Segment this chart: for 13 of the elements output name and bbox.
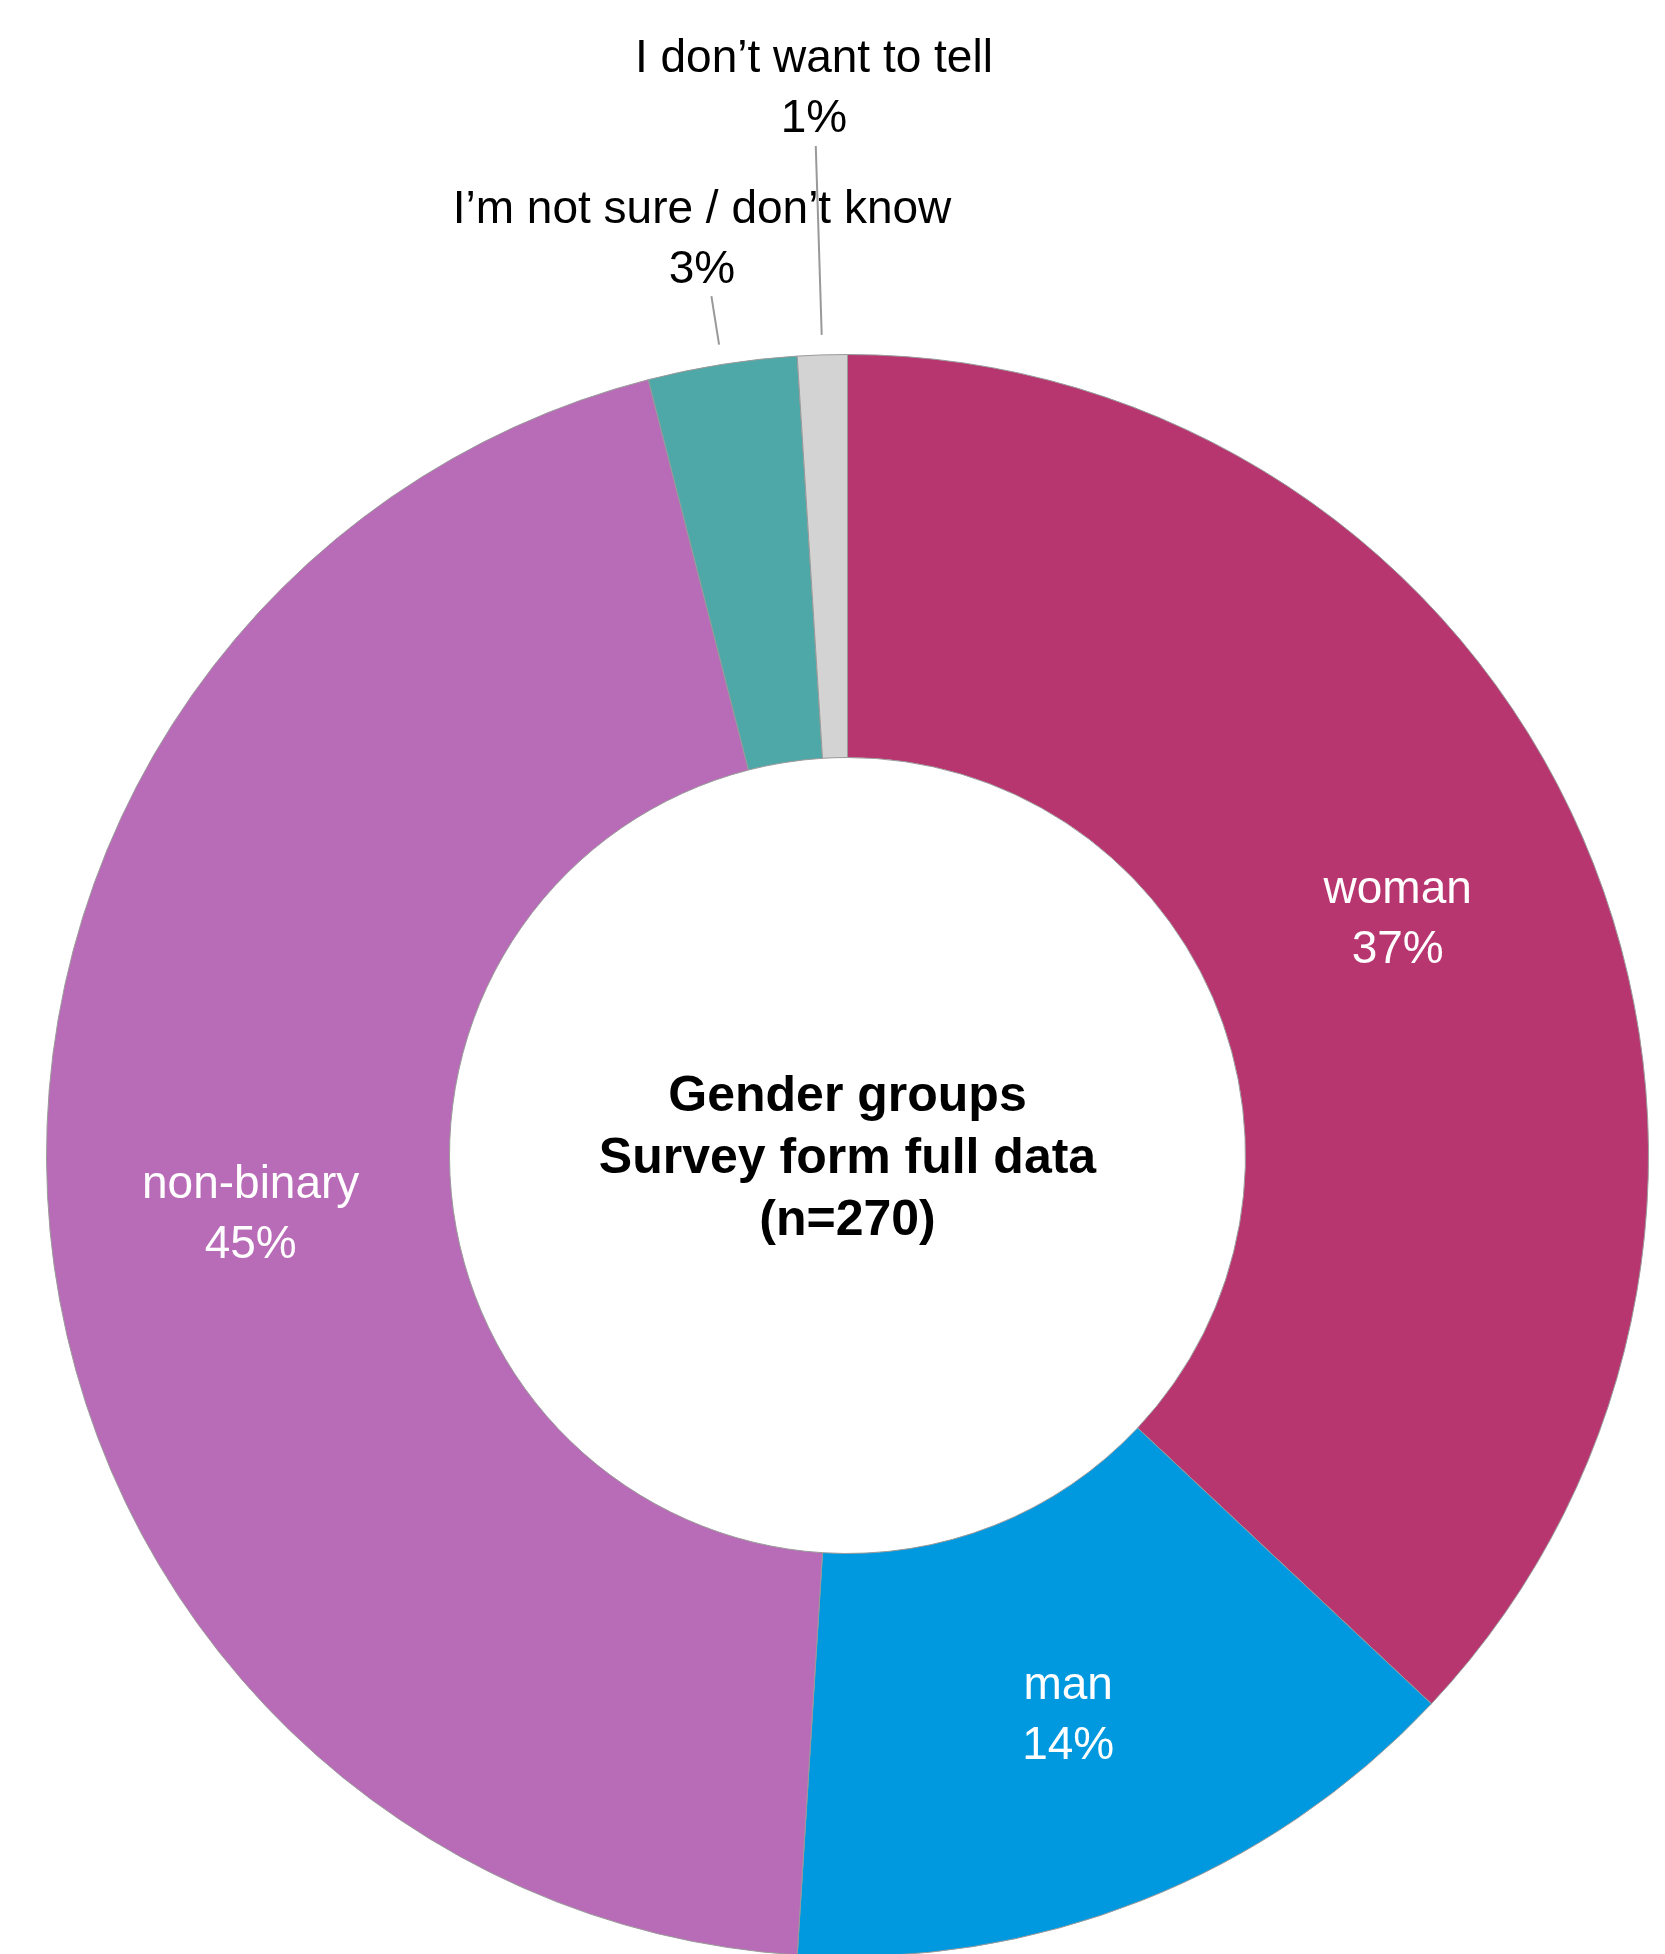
slice-label: I don’t want to tell xyxy=(634,30,993,83)
data-label: 3% xyxy=(668,240,736,293)
text: (n=270) xyxy=(759,1189,936,1246)
slice-label: I’m not sure / don’t know xyxy=(452,180,953,233)
text: Survey form full data xyxy=(598,1127,1098,1184)
slice-label: non-binary xyxy=(141,1155,360,1208)
slice-label: woman xyxy=(1322,861,1472,914)
text: Gender groups xyxy=(668,1065,1027,1122)
data-label: 37% xyxy=(1351,921,1444,974)
data-label: 14% xyxy=(1022,1716,1115,1769)
data-label: 45% xyxy=(204,1215,297,1268)
data-label: 1% xyxy=(780,90,848,143)
slice-label: man xyxy=(1023,1656,1113,1709)
